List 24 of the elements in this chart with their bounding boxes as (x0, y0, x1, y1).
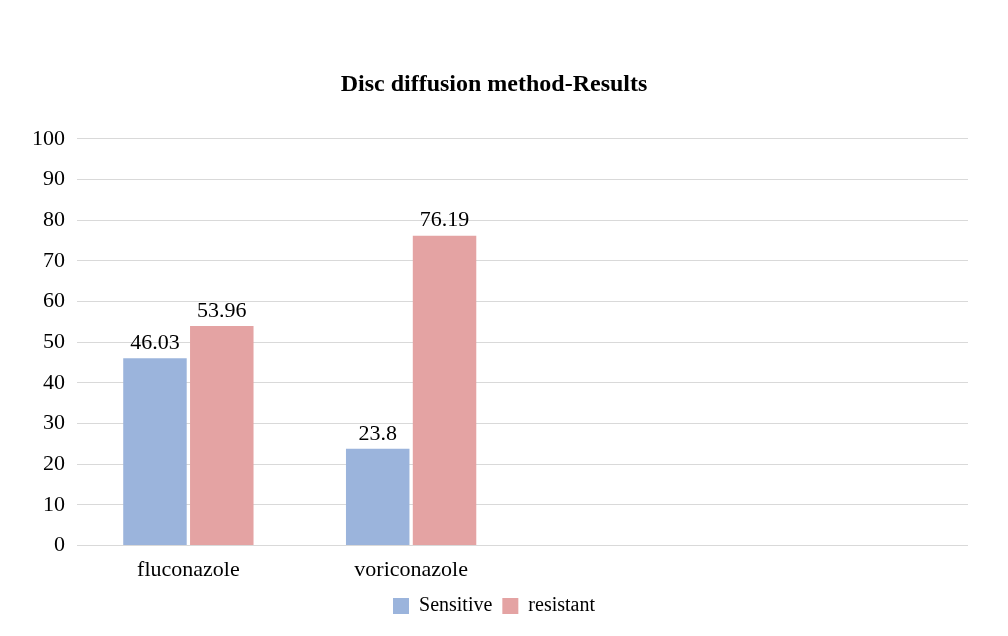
data-label: 53.96 (197, 296, 247, 322)
data-label: 46.03 (130, 329, 180, 355)
legend-label: Sensitive (419, 593, 493, 616)
y-tick-label: 80 (43, 205, 65, 231)
y-tick-label: 100 (32, 124, 65, 150)
chart-title: Disc diffusion method-Results (340, 69, 648, 96)
y-tick-label: 90 (43, 165, 65, 191)
data-label: 76.19 (419, 206, 470, 232)
y-tick-label: 60 (43, 287, 65, 313)
y-tick-label: 0 (54, 531, 65, 557)
bar (123, 358, 187, 546)
y-tick-label: 70 (43, 246, 65, 272)
y-tick-label: 50 (43, 327, 65, 353)
bar (345, 448, 410, 546)
y-tick-label: 10 (43, 490, 65, 516)
data-label: 23.8 (358, 419, 397, 445)
bar (190, 326, 254, 546)
legend-label: resistant (528, 593, 596, 616)
x-tick-label: fluconazole (137, 555, 240, 581)
bar (412, 235, 477, 546)
x-tick-label: voriconazole (354, 555, 468, 581)
y-tick-label: 30 (43, 409, 65, 435)
y-tick-label: 20 (43, 450, 65, 476)
y-tick-label: 40 (43, 368, 65, 394)
